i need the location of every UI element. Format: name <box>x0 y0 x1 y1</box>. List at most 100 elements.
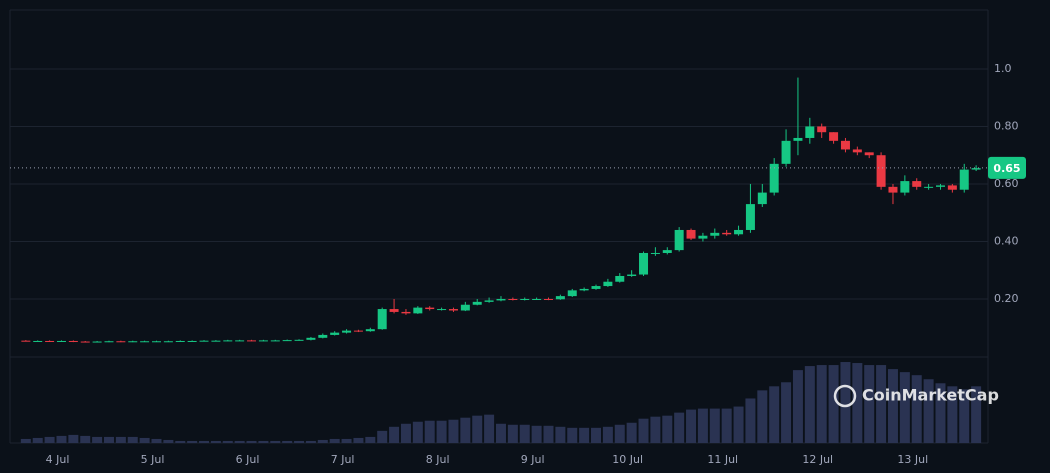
volume-bar <box>757 390 768 443</box>
candle-body <box>448 309 458 311</box>
volume-bar <box>626 422 637 443</box>
candle-body <box>639 252 649 275</box>
volume-bar <box>899 372 910 443</box>
candle-body <box>520 298 530 300</box>
candle-body <box>353 330 363 332</box>
volume-bar <box>816 365 827 443</box>
volume-bar <box>377 430 388 443</box>
candle-body <box>152 341 162 343</box>
candle-body <box>80 341 90 343</box>
candle-body <box>864 152 874 156</box>
volume-bar <box>329 438 340 443</box>
candle-body <box>223 340 233 342</box>
y-tick-label: 0.60 <box>994 177 1019 190</box>
candle-body <box>92 341 102 343</box>
volume-bar <box>353 437 364 443</box>
volume-bar <box>436 420 447 443</box>
volume-bar <box>602 426 613 443</box>
volume-bar <box>92 436 103 443</box>
volume-bar <box>781 382 792 443</box>
volume-bar <box>139 437 150 443</box>
x-tick-label: 6 Jul <box>236 453 260 466</box>
candle-body <box>235 340 245 342</box>
x-tick-label: 7 Jul <box>331 453 355 466</box>
volume-bar <box>127 436 138 443</box>
candle-body <box>745 204 755 230</box>
volume-bar <box>472 415 483 443</box>
volume-bar <box>495 423 506 443</box>
volume-bar <box>650 416 661 443</box>
volume-bar <box>614 424 625 443</box>
candle-body <box>294 339 304 341</box>
candle-body <box>650 252 660 254</box>
candle-body <box>175 340 185 342</box>
volume-bar <box>876 365 887 443</box>
x-tick-label: 5 Jul <box>141 453 165 466</box>
volume-bar <box>579 427 590 443</box>
axes: 0.20 0.40 0.60 0.80 1.0 4 Jul 5 Jul 6 Jul 7 Jul 8… <box>10 62 1026 466</box>
candle-body <box>852 149 862 153</box>
x-tick-label: 8 Jul <box>426 453 450 466</box>
candle-body <box>615 275 625 282</box>
candle-body <box>56 340 66 342</box>
candle-body <box>496 298 506 301</box>
candle-body <box>567 290 577 297</box>
candle-body <box>900 181 910 193</box>
volume-bar <box>555 426 566 443</box>
candle-body <box>389 309 399 312</box>
candle-body <box>710 232 720 236</box>
volume-bar <box>697 408 708 443</box>
volume-bar <box>674 412 685 443</box>
volume-bar <box>163 439 174 443</box>
volume-bar <box>662 415 673 443</box>
candle-body <box>603 281 613 287</box>
volume-bar <box>519 424 530 443</box>
volume-bar <box>828 365 839 443</box>
watermark-text: CoinMarketCap <box>862 386 999 405</box>
x-tick-label: 9 Jul <box>521 453 545 466</box>
candle-body <box>128 341 138 343</box>
candle-body <box>472 301 482 305</box>
candle-body <box>330 332 340 335</box>
volume-bar <box>389 426 400 443</box>
candle-body <box>734 229 744 235</box>
candle-body <box>888 186 898 193</box>
volume-bar <box>935 383 946 443</box>
candle-body <box>401 311 411 314</box>
candle-body <box>68 340 78 342</box>
volume-bar <box>56 435 67 443</box>
volume-bar <box>282 440 293 443</box>
y-tick-label: 0.40 <box>994 234 1019 247</box>
candle-body <box>318 334 328 338</box>
volume-bar <box>175 440 186 443</box>
candle-body <box>258 340 268 342</box>
volume-bar <box>68 434 79 443</box>
volume-bar <box>709 408 720 443</box>
volume-bar <box>270 440 281 443</box>
candle-body <box>199 340 209 342</box>
candle-body <box>757 192 767 205</box>
volume-bar <box>460 417 471 443</box>
candle-body <box>437 309 447 311</box>
candle-body <box>662 250 672 253</box>
candle-body <box>33 340 43 342</box>
candle-body <box>484 300 494 302</box>
volume-bar <box>20 438 31 443</box>
candle-body <box>306 337 316 340</box>
volume-bar <box>923 379 934 443</box>
volume-bar <box>258 440 269 443</box>
volume-bar <box>840 362 851 443</box>
candle-body <box>912 181 922 187</box>
y-tick-label: 1.0 <box>994 62 1012 75</box>
volume-bar <box>745 398 756 443</box>
x-tick-label: 4 Jul <box>46 453 70 466</box>
candle-body <box>508 298 518 300</box>
volume-bar <box>222 440 233 443</box>
candle-body <box>674 229 684 251</box>
volume-bar <box>887 369 898 443</box>
candle-body <box>947 185 957 190</box>
volume-bar <box>234 440 245 443</box>
volume-bar <box>543 425 554 443</box>
volume-bar <box>638 418 649 443</box>
